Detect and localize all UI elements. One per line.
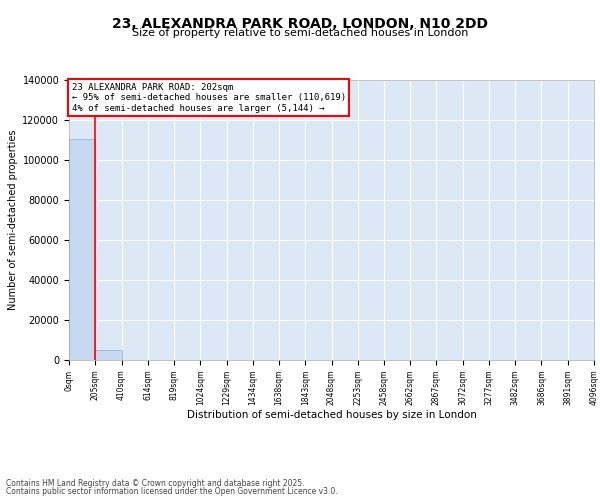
Bar — [69, 139, 95, 360]
Text: Size of property relative to semi-detached houses in London: Size of property relative to semi-detach… — [132, 28, 468, 38]
Text: 23 ALEXANDRA PARK ROAD: 202sqm
← 95% of semi-detached houses are smaller (110,61: 23 ALEXANDRA PARK ROAD: 202sqm ← 95% of … — [71, 83, 346, 112]
Text: Contains public sector information licensed under the Open Government Licence v3: Contains public sector information licen… — [6, 487, 338, 496]
Y-axis label: Number of semi-detached properties: Number of semi-detached properties — [8, 130, 18, 310]
Bar — [95, 350, 122, 360]
Text: 23, ALEXANDRA PARK ROAD, LONDON, N10 2DD: 23, ALEXANDRA PARK ROAD, LONDON, N10 2DD — [112, 18, 488, 32]
X-axis label: Distribution of semi-detached houses by size in London: Distribution of semi-detached houses by … — [187, 410, 476, 420]
Text: Contains HM Land Registry data © Crown copyright and database right 2025.: Contains HM Land Registry data © Crown c… — [6, 478, 305, 488]
